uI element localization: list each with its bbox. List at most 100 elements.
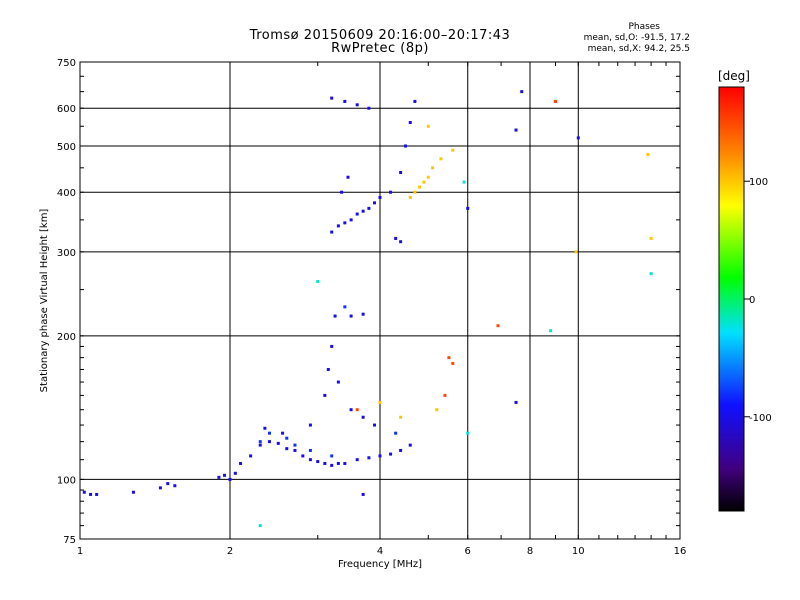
- data-point: [293, 448, 297, 452]
- data-point: [361, 312, 365, 316]
- data-point: [413, 99, 417, 103]
- data-point: [422, 180, 426, 184]
- data-point: [355, 103, 359, 107]
- data-point: [343, 461, 347, 465]
- data-point: [399, 170, 403, 174]
- data-point: [466, 431, 470, 435]
- data-point: [330, 96, 334, 100]
- data-point: [447, 356, 451, 360]
- colorbar-gradient: [718, 86, 745, 512]
- data-point: [285, 447, 289, 451]
- y-tick-label: 75: [63, 535, 76, 546]
- data-point: [367, 106, 371, 110]
- data-point: [166, 482, 170, 486]
- data-point: [316, 279, 320, 283]
- data-point: [373, 423, 377, 427]
- data-point: [258, 524, 262, 528]
- data-point: [451, 361, 455, 365]
- data-point: [417, 185, 421, 189]
- data-point: [466, 206, 470, 210]
- axes: 1 2 4 6 8 10 16 75 100 200 300 400 500 600 750 Frequenc…: [39, 58, 686, 570]
- data-point: [249, 454, 253, 458]
- data-point: [263, 426, 267, 430]
- data-point: [426, 124, 430, 128]
- data-point: [308, 448, 312, 452]
- data-point: [131, 490, 135, 494]
- data-point: [336, 380, 340, 384]
- chart-subtitle: RwPretec (8p): [331, 41, 429, 56]
- colorbar-tick-label: 100: [749, 177, 768, 188]
- data-point: [451, 148, 455, 152]
- data-point: [646, 152, 650, 156]
- data-point: [378, 400, 382, 404]
- data-point: [228, 477, 232, 481]
- phase-stats: Phases mean, sd,O: -91.5, 17.2 mean, sd,…: [510, 22, 690, 55]
- data-point: [349, 408, 353, 412]
- data-point: [343, 221, 347, 225]
- x-axis-label: Frequency [MHz]: [338, 559, 422, 570]
- y-tick-label: 750: [57, 58, 76, 69]
- data-point: [340, 190, 344, 194]
- data-point: [217, 475, 221, 479]
- data-point: [285, 436, 289, 440]
- data-point: [293, 443, 297, 447]
- data-point: [394, 236, 398, 240]
- data-point: [301, 454, 305, 458]
- data-point: [308, 423, 312, 427]
- data-point: [323, 393, 327, 397]
- data-point: [367, 206, 371, 210]
- data-point: [336, 224, 340, 228]
- data-point: [355, 408, 359, 412]
- data-point: [389, 190, 393, 194]
- colorbar-tick-label: 0: [749, 295, 755, 306]
- data-point: [158, 486, 162, 490]
- y-tick-label: 600: [57, 104, 76, 115]
- data-point: [367, 456, 371, 460]
- data-point: [408, 121, 412, 125]
- data-point: [330, 463, 334, 467]
- data-point: [343, 305, 347, 309]
- data-point: [520, 90, 524, 94]
- data-point: [355, 212, 359, 216]
- data-point: [443, 393, 447, 397]
- data-point: [82, 490, 86, 494]
- data-point: [462, 180, 466, 184]
- y-tick-label: 200: [57, 332, 76, 343]
- data-point: [399, 240, 403, 244]
- chart-title: Tromsø 20150609 20:16:00–20:17:43: [249, 28, 511, 43]
- data-point: [389, 452, 393, 456]
- data-point: [258, 440, 262, 444]
- data-point: [308, 458, 312, 462]
- y-tick-label: 300: [57, 248, 76, 259]
- data-point: [323, 461, 327, 465]
- y-axis-label: Stationary phase Virtual Height [km]: [39, 209, 50, 393]
- data-point: [349, 218, 353, 222]
- data-point: [281, 431, 285, 435]
- y-tick-label: 100: [57, 475, 76, 486]
- data-point: [576, 136, 580, 140]
- data-point: [239, 461, 243, 465]
- data-point: [649, 236, 653, 240]
- x-tick-label: 10: [572, 546, 585, 557]
- grid-lines: [80, 62, 680, 539]
- data-point: [426, 175, 430, 179]
- data-point: [95, 492, 99, 496]
- data-point: [349, 314, 353, 318]
- data-point: [408, 443, 412, 447]
- data-point: [399, 415, 403, 419]
- data-point: [330, 230, 334, 234]
- data-point: [330, 344, 334, 348]
- data-point: [496, 324, 500, 328]
- data-point: [361, 415, 365, 419]
- data-point: [233, 471, 237, 475]
- data-points: [82, 90, 653, 528]
- data-point: [223, 473, 227, 477]
- x-tick-label: 1: [77, 546, 83, 557]
- data-point: [89, 492, 93, 496]
- data-point: [361, 209, 365, 213]
- data-point: [649, 272, 653, 276]
- colorbar-label: [deg]: [718, 69, 750, 83]
- data-point: [408, 195, 412, 199]
- data-point: [553, 99, 557, 103]
